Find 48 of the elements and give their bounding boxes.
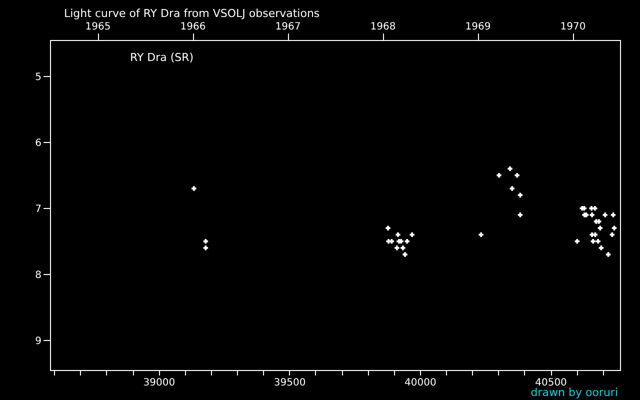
x-tick-label: 39000 [143,378,176,388]
y-tick-label: 8 [35,270,42,281]
x2-tick-label: 1966 [180,22,206,32]
point [596,238,600,244]
point [386,226,390,230]
x2-tick-label: 1967 [275,22,301,32]
annotation: RY Dra (SR) [130,51,194,64]
point [602,212,608,218]
point [510,186,514,191]
x-tick-label: 40000 [404,378,436,388]
point [400,246,406,250]
point [590,238,596,244]
point [612,226,617,230]
point [402,252,408,257]
point [192,186,196,191]
point [496,172,502,178]
x-tick-label: 40500 [535,378,567,388]
point [394,246,400,250]
y-tick-label: 9 [35,336,42,347]
point [404,238,410,244]
x2-tick-label: 1968 [370,22,396,32]
point [598,226,602,230]
y-tick-label: 7 [35,204,42,215]
y-tick-label: 6 [35,138,42,149]
point [592,206,598,211]
point [396,232,400,238]
point [518,212,523,218]
point [610,232,615,238]
point [203,246,208,250]
x2-tick-label: 1965 [85,22,111,32]
point [514,172,520,178]
y-tick-label: 5 [35,72,42,83]
chart-title: Light curve of RY Dra from VSOLJ observations [64,7,320,20]
point [592,232,598,238]
x-tick-label: 39500 [274,378,306,388]
point [389,238,394,244]
point [410,232,414,238]
point [598,246,604,250]
point [606,252,611,257]
point [478,232,484,238]
x2-tick-label: 1969 [465,22,491,32]
text: drawn by ooruri [530,386,618,399]
x2-tick-label: 1970 [560,22,586,32]
point [574,238,580,244]
point [508,166,512,172]
point [590,212,594,218]
point [610,212,616,218]
point [518,192,523,198]
